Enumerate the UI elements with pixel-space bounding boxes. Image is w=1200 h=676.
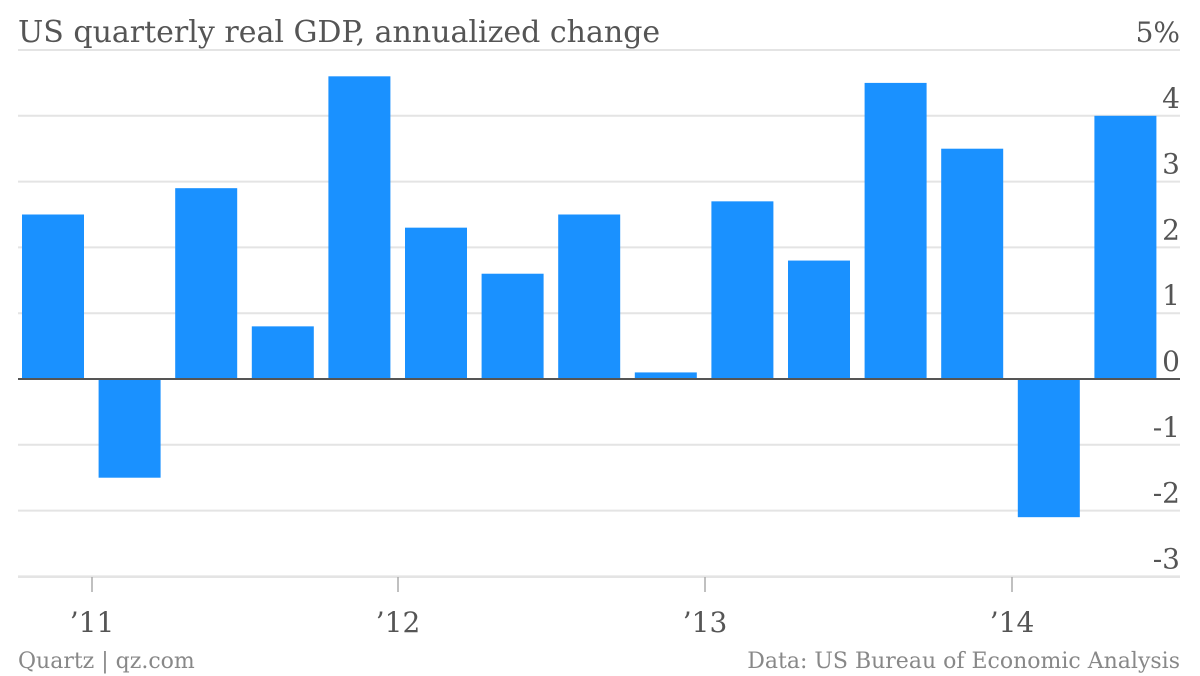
y-tick-label: 1 xyxy=(1162,279,1180,312)
y-tick-label: -2 xyxy=(1153,477,1180,510)
bar-2012-q2 xyxy=(405,227,467,379)
bar-2013-q1 xyxy=(634,372,697,379)
bar-2011-q4 xyxy=(251,326,314,379)
bar-2014-q2 xyxy=(1017,379,1080,518)
y-tick-label: -1 xyxy=(1153,411,1180,444)
bar-2012-q1 xyxy=(328,76,391,379)
x-tick-label: ’11 xyxy=(70,606,115,639)
y-tick-label: 0 xyxy=(1162,345,1180,378)
bars xyxy=(22,76,1157,518)
bar-2014-q3 xyxy=(1094,115,1157,380)
footer-source-right: Data: US Bureau of Economic Analysis xyxy=(747,649,1180,674)
footer-source-left: Quartz | qz.com xyxy=(18,649,195,674)
y-tick-label: 2 xyxy=(1162,213,1180,246)
y-axis-ticks: 5% 4 3 2 1 0 -1 -2 -3 xyxy=(1136,16,1180,575)
x-tick-label: ’13 xyxy=(683,606,728,639)
chart-title: US quarterly real GDP, annualized change xyxy=(18,15,660,50)
x-axis-ticks: ’11 ’12 ’13 ’14 xyxy=(70,577,1035,639)
x-tick-label: ’14 xyxy=(990,606,1035,639)
bar-2012-q4 xyxy=(558,214,621,379)
bar-2012-q3 xyxy=(481,273,544,379)
bar-2014-q1 xyxy=(941,148,1004,379)
y-tick-label: 5% xyxy=(1136,16,1180,49)
bar-2011-q3 xyxy=(175,188,238,379)
bar-2013-q4 xyxy=(864,82,927,380)
bar-2011-q2 xyxy=(98,379,161,478)
y-tick-label: 4 xyxy=(1162,82,1180,115)
bar-2013-q2 xyxy=(711,201,774,379)
y-tick-label: 3 xyxy=(1162,148,1180,181)
x-tick-label: ’12 xyxy=(376,606,421,639)
y-tick-label: -3 xyxy=(1153,542,1180,575)
bar-2011-q1 xyxy=(22,214,84,379)
bar-2013-q3 xyxy=(788,260,850,379)
